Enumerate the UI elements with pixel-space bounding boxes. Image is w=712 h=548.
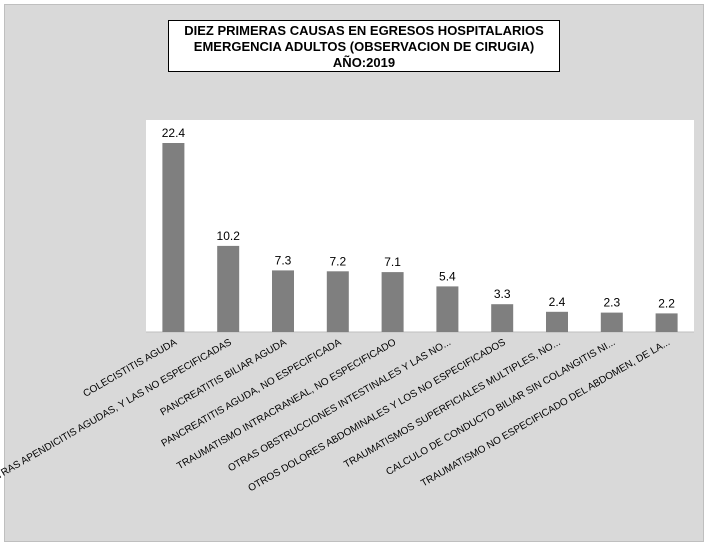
x-tick-label-2: OTRAS APENDICITIS AGUDAS, Y LAS NO ESPEC… — [0, 337, 234, 486]
chart-title: DIEZ PRIMERAS CAUSAS EN EGRESOS HOSPITAL… — [168, 20, 560, 72]
bar-9 — [600, 312, 623, 332]
data-label-7: 3.3 — [494, 287, 511, 301]
chart-title-line-1: DIEZ PRIMERAS CAUSAS EN EGRESOS HOSPITAL… — [184, 23, 544, 38]
x-tick-label-10: TRAUMATISMO NO ESPECIFICADO DEL ABDOMEN,… — [419, 337, 672, 489]
data-label-9: 2.3 — [603, 296, 620, 310]
bar-3 — [272, 270, 294, 332]
data-label-5: 7.1 — [384, 255, 401, 269]
data-label-10: 2.2 — [658, 296, 675, 310]
bar-1 — [162, 143, 185, 332]
data-label-6: 5.4 — [439, 269, 456, 283]
bar-7 — [491, 304, 514, 332]
data-label-1: 22.4 — [162, 126, 186, 140]
chart-title-line-2: EMERGENCIA ADULTOS (OBSERVACION DE CIRUG… — [193, 39, 535, 54]
bar-8 — [546, 311, 568, 333]
bar-4 — [326, 271, 349, 333]
data-label-2: 10.2 — [217, 229, 241, 243]
x-tick-label-7: OTROS DOLORES ABDOMINALES Y LOS NO ESPEC… — [246, 337, 507, 494]
bar-5 — [381, 272, 404, 332]
data-label-8: 2.4 — [549, 295, 566, 309]
x-tick-label-1: COLECISTITIS AGUDA — [81, 337, 179, 400]
data-label-3: 7.3 — [275, 253, 292, 267]
data-label-4: 7.2 — [329, 254, 346, 268]
bar-2 — [217, 245, 240, 332]
bar-6 — [436, 286, 459, 332]
bar-10 — [655, 313, 678, 332]
chart-title-line-3: AÑO:2019 — [332, 55, 396, 70]
